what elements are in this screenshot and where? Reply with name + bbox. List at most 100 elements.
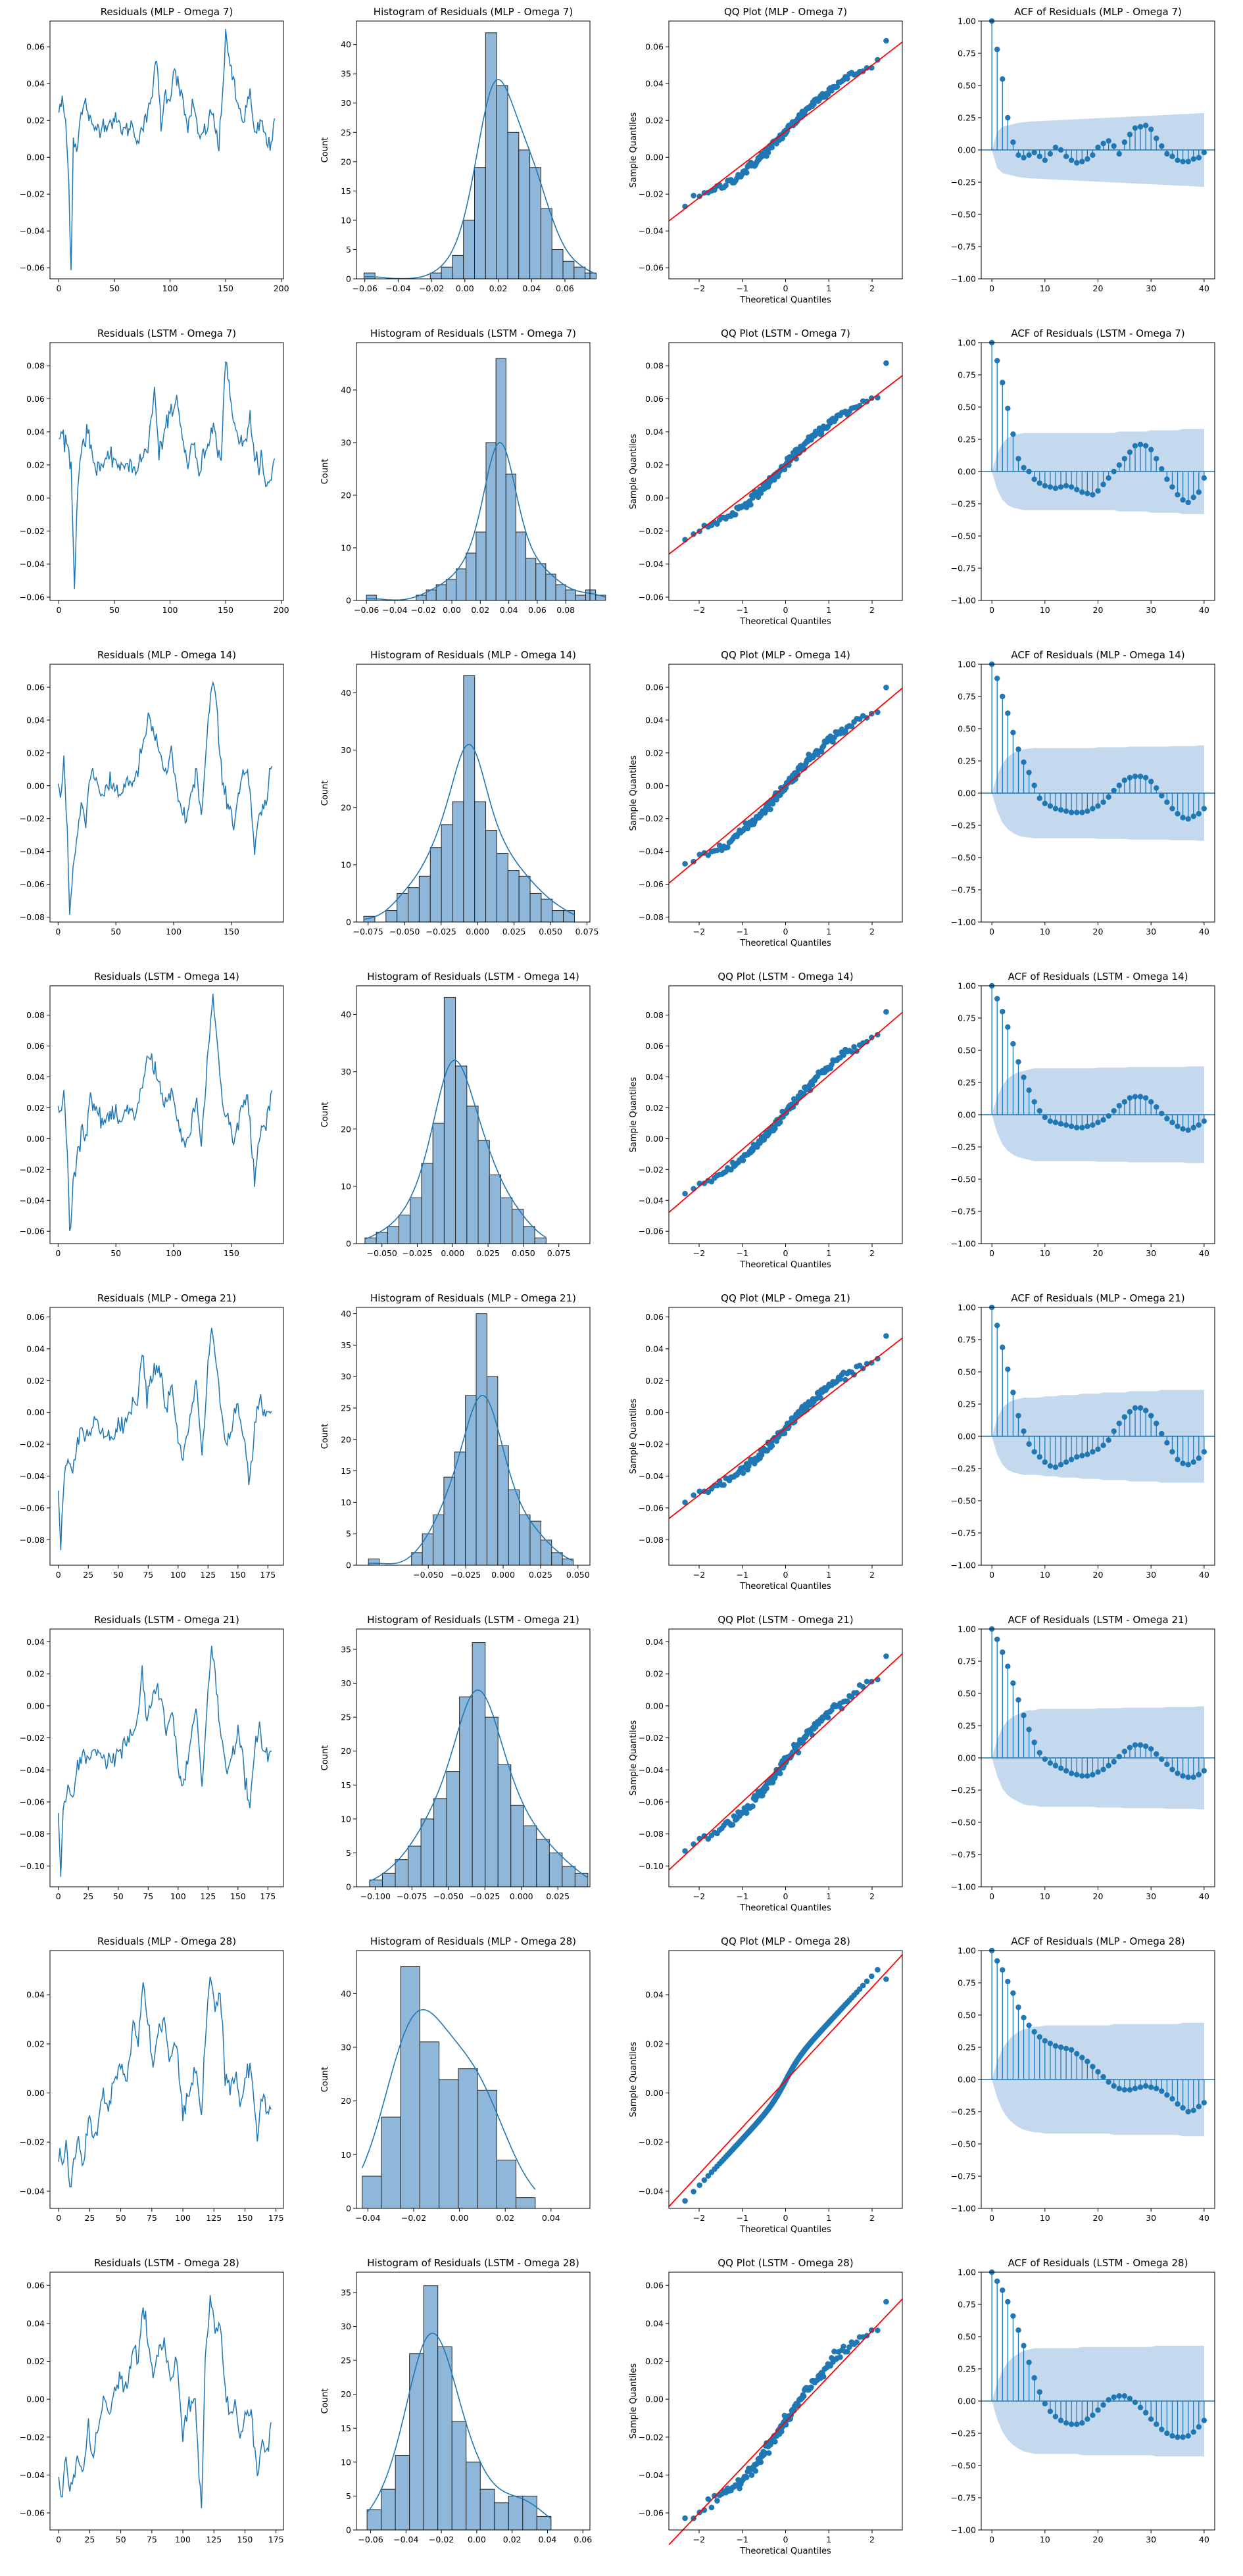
y-tick-label: 0.06 (26, 2281, 45, 2291)
acf-marker (1169, 1119, 1175, 1125)
histogram-ticks: −0.050 −0.025 0.000 0.025 0.050 0.075 0 10 20 30 4… (341, 1009, 570, 1258)
qq-ticks: −2 −1 0 1 2 −0.06 −0.04 −0.02 0.00 0.02 0.04 0.06 0.… (639, 361, 875, 615)
qq-point (701, 2177, 708, 2183)
y-tick-label: 0.00 (645, 781, 664, 790)
acf-marker (1180, 1773, 1186, 1779)
y-tick-label: −0.08 (639, 1829, 664, 1839)
x-tick-label: 150 (224, 927, 239, 936)
residual-series-line (57, 1328, 272, 1551)
x-axis-label: Theoretical Quantiles (739, 1582, 831, 1592)
acf-marker (1031, 1739, 1037, 1745)
y-tick-label: 0.02 (26, 2356, 45, 2366)
panel-residuals: Residuals (MLP - Omega 14) 0 50 100 150 −0.08… (20, 649, 284, 936)
acf-marker (994, 1323, 1000, 1328)
histogram-bar (463, 675, 475, 923)
y-tick-label: 0.06 (645, 42, 664, 52)
acf-marker (1106, 1113, 1111, 1119)
qq-point (854, 2339, 860, 2345)
histogram-bar (536, 1839, 550, 1887)
histogram-bar (518, 875, 531, 923)
kde-curve (368, 1395, 573, 1565)
histogram-bar (551, 249, 564, 279)
qq-points (682, 1009, 889, 1197)
acf-marker (1010, 1680, 1016, 1686)
x-tick-label: 2 (869, 2535, 875, 2544)
y-tick-label: 1.00 (958, 1946, 976, 1956)
acf-marker (1085, 491, 1090, 497)
axes-frame (668, 1628, 903, 1887)
acf-marker (1095, 488, 1101, 494)
qq-point (781, 1430, 788, 1436)
y-tick-label: −0.25 (951, 821, 976, 831)
acf-marker (1047, 1118, 1054, 1125)
y-tick-label: 15 (341, 1466, 351, 1476)
y-tick-label: 10 (341, 860, 351, 869)
y-tick-label: −0.02 (20, 2432, 45, 2442)
x-tick-label: 30 (1146, 927, 1156, 936)
acf-marker (1169, 2433, 1175, 2439)
y-tick-label: 0.50 (958, 1689, 976, 1699)
qq-point (764, 1786, 769, 1791)
residuals-ticks: 0 50 100 150 −0.06 −0.04 −0.02 0.00 0.02 0.04 0.06… (20, 1010, 239, 1258)
acf-marker (1175, 1770, 1181, 1776)
y-tick-label: 0.00 (26, 1701, 45, 1711)
x-axis-label: Theoretical Quantiles (739, 2225, 831, 2235)
acf-marker (1036, 2034, 1042, 2040)
histogram-bar (409, 2353, 424, 2531)
acf-marker (1063, 1768, 1069, 1774)
panel-histogram: Histogram of Residuals (LSTM - Omega 7) −… (320, 328, 606, 615)
panel-title: Residuals (LSTM - Omega 14) (94, 971, 239, 983)
x-tick-label: 175 (260, 1570, 276, 1580)
y-tick-label: −0.02 (639, 2432, 664, 2442)
qq-point (883, 37, 889, 44)
histogram-bar (507, 132, 520, 279)
histogram-bar (463, 220, 475, 279)
y-tick-label: 0.02 (645, 2356, 664, 2366)
y-tick-label: −0.02 (639, 189, 664, 199)
acf-marker (1074, 2421, 1080, 2427)
x-tick-label: 150 (218, 605, 233, 615)
acf-marker (1068, 2421, 1075, 2427)
x-tick-label: −0.02 (411, 605, 436, 615)
acf-marker (1159, 2088, 1165, 2094)
panel-title: QQ Plot (MLP - Omega 7) (724, 6, 847, 18)
qq-point (875, 1032, 881, 1038)
x-tick-label: −0.025 (402, 1248, 432, 1258)
x-tick-label: 0.06 (556, 283, 574, 293)
histogram-bar (454, 1451, 466, 1566)
x-tick-label: 50 (113, 1570, 124, 1580)
x-tick-label: 1 (826, 1570, 831, 1580)
x-axis-label: Theoretical Quantiles (739, 2546, 831, 2556)
x-tick-label: 0.025 (476, 1248, 500, 1258)
x-tick-label: 0 (57, 605, 62, 615)
acf-marker (1201, 1118, 1207, 1125)
residual-series-line (57, 681, 273, 915)
y-tick-label: 0 (346, 2204, 351, 2214)
y-tick-label: 0.08 (645, 1010, 664, 1020)
x-tick-label: 0.02 (496, 2213, 514, 2223)
acf-marker (1042, 1459, 1048, 1465)
panel-histogram: Histogram of Residuals (MLP - Omega 7) −0… (320, 6, 597, 293)
histogram-ticks: −0.06 −0.04 −0.02 0.00 0.02 0.04 0.06 0 5 10 15 20 2… (341, 2287, 592, 2544)
y-tick-label: −1.00 (951, 2525, 976, 2535)
kde-curve (366, 442, 606, 601)
acf-marker (1085, 156, 1090, 162)
x-tick-label: 0 (989, 2213, 994, 2223)
histogram-bar (529, 167, 541, 279)
acf-marker (1180, 2104, 1186, 2111)
y-tick-label: −0.04 (639, 559, 664, 569)
y-tick-label: 40 (341, 1009, 351, 1019)
y-tick-label: −1.00 (951, 2204, 976, 2214)
y-tick-label: 20 (341, 2096, 351, 2106)
y-tick-label: 0.50 (958, 2332, 976, 2342)
acf-marker (1021, 464, 1027, 471)
histogram-bar (439, 2079, 459, 2209)
y-tick-label: −0.02 (639, 814, 664, 823)
x-tick-label: 0 (783, 2535, 789, 2544)
y-tick-label: 0.02 (645, 748, 664, 758)
y-tick-label: 25 (341, 1403, 351, 1413)
histogram-bars (368, 1313, 574, 1566)
y-tick-label: −1.00 (951, 1882, 976, 1892)
acf-marker (1164, 2092, 1170, 2098)
acf-marker (1068, 1123, 1075, 1129)
